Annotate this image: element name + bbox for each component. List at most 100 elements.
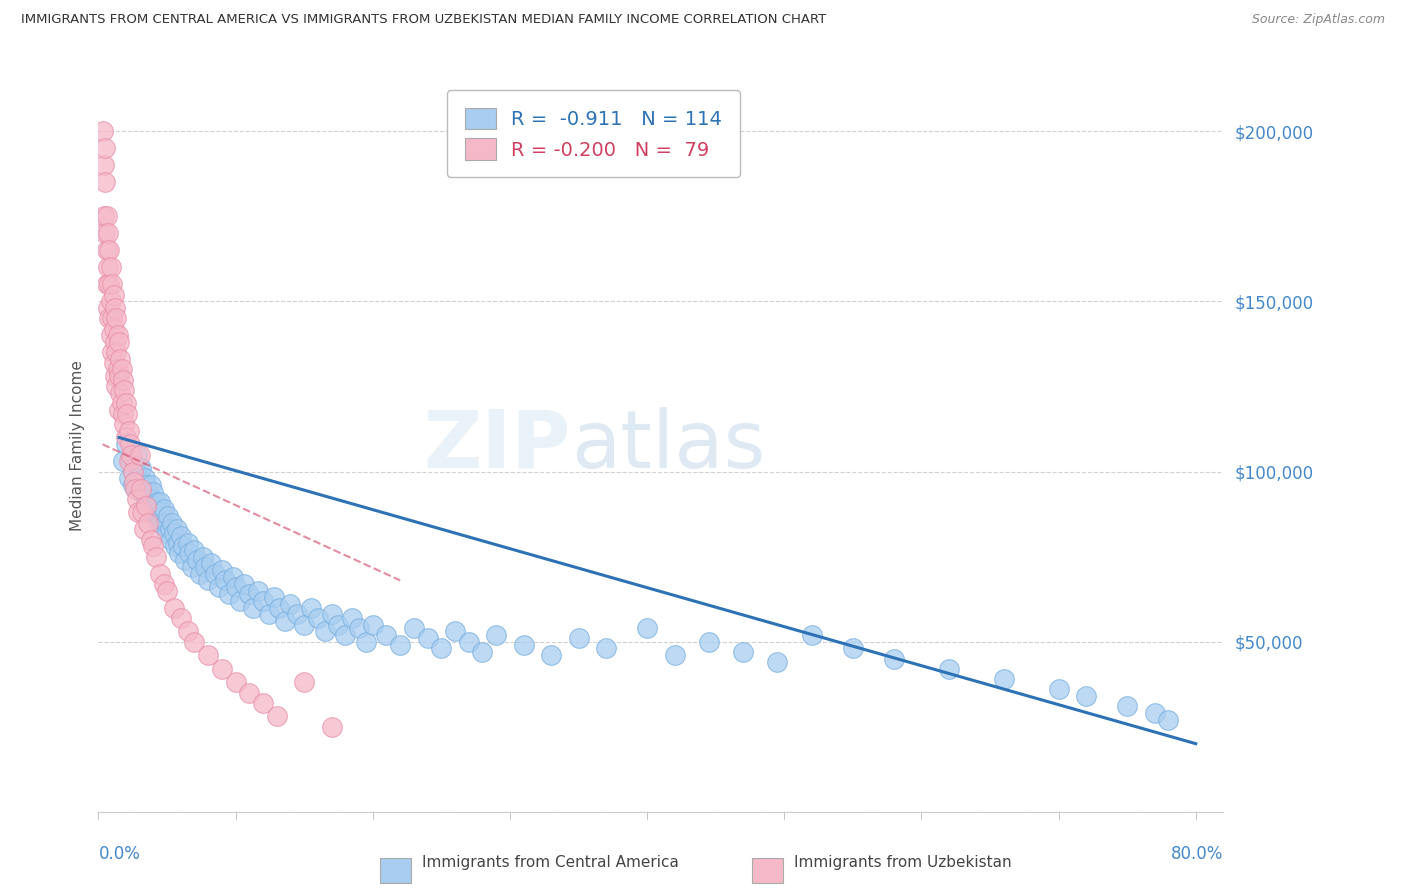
Point [204,566,226,581]
Point [135,499,157,513]
Y-axis label: Median Family Income: Median Family Income [70,360,86,532]
Point [292,617,315,632]
Point [252,696,274,710]
Point [567,631,589,645]
Point [142,484,165,499]
Point [125,448,148,462]
Point [128,482,150,496]
Point [131,505,153,519]
Point [129,482,152,496]
Point [96,244,118,258]
Point [115,430,138,444]
Point [127,505,149,519]
Point [103,287,125,301]
Point [153,502,176,516]
Point [389,638,412,652]
Point [238,587,260,601]
Point [165,540,187,554]
Point [93,158,115,172]
Legend: R =  -0.911   N = 114, R = -0.200   N =  79: R = -0.911 N = 114, R = -0.200 N = 79 [447,90,740,178]
Point [167,536,190,550]
Point [136,516,159,530]
Point [170,529,193,543]
Point [108,335,131,350]
Point [238,686,260,700]
Point [163,525,186,540]
Point [132,488,155,502]
Point [93,210,115,224]
Point [107,328,129,343]
Point [156,525,179,540]
Point [145,549,167,564]
Point [169,546,191,560]
Point [263,591,285,605]
Point [1074,689,1097,703]
Point [636,621,658,635]
Point [97,301,120,316]
Point [200,557,222,571]
Point [444,624,467,639]
Point [485,628,508,642]
Text: Immigrants from Central America: Immigrants from Central America [422,855,679,870]
Point [128,448,150,462]
Point [125,491,148,506]
Point [128,467,150,482]
Point [96,277,118,292]
Point [176,536,198,550]
Point [197,648,219,663]
Point [149,516,172,530]
Point [117,454,139,468]
Point [150,505,173,519]
Point [512,638,534,652]
Point [457,634,479,648]
Point [111,396,134,410]
Point [114,417,136,431]
Point [1157,713,1180,727]
Point [152,519,174,533]
Point [157,508,180,523]
Point [125,475,148,489]
Point [118,437,141,451]
Point [197,574,219,588]
Point [183,542,205,557]
Point [121,465,143,479]
Point [252,594,274,608]
Point [110,352,132,367]
Point [94,175,117,189]
Point [101,311,124,326]
Point [211,662,233,676]
Point [104,369,127,384]
Point [328,617,350,632]
Point [105,379,128,393]
Point [98,311,121,326]
Point [105,311,128,326]
Point [94,227,117,241]
Point [103,356,125,370]
Point [340,611,363,625]
Point [361,617,384,632]
Point [129,461,152,475]
Point [91,124,114,138]
Point [100,260,122,275]
Point [274,614,297,628]
Point [112,454,135,468]
Point [97,227,120,241]
Point [173,553,195,567]
Point [225,675,247,690]
Point [321,607,343,622]
Point [225,580,247,594]
Point [733,645,755,659]
Point [104,335,127,350]
Point [402,621,425,635]
Point [354,634,377,648]
Point [416,631,439,645]
Point [155,516,177,530]
Point [292,675,315,690]
Point [153,576,176,591]
Point [321,720,343,734]
Point [214,574,236,588]
Point [430,641,453,656]
Point [938,662,960,676]
Point [266,709,288,723]
Point [115,437,138,451]
